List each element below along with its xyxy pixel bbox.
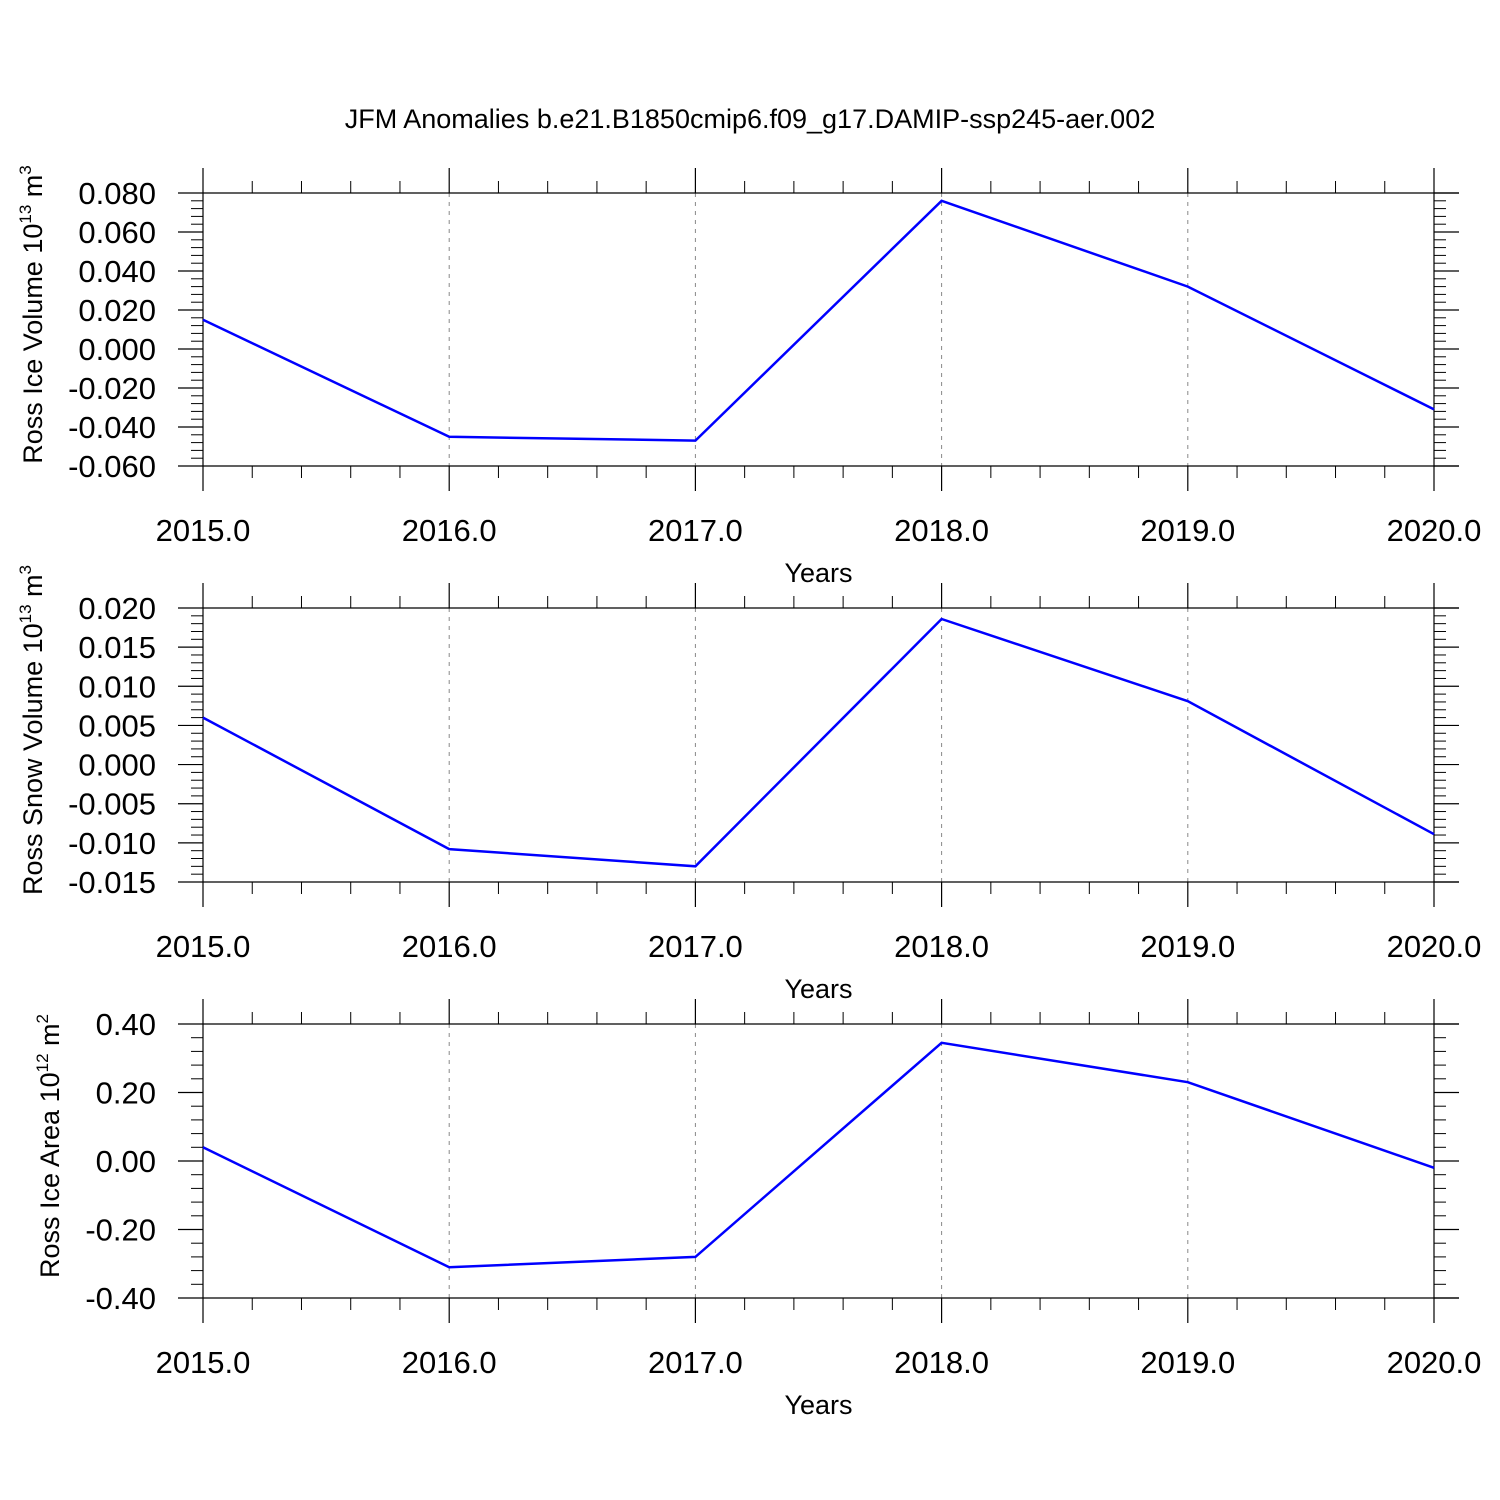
x-tick-label: 2019.0 <box>1140 1345 1235 1380</box>
y-tick-label: -0.20 <box>85 1213 156 1248</box>
panel-2: 2015.0 2016.0 2017.0 2018.0 2019.0 2020.0 0.02… <box>16 565 1481 1004</box>
x-tick-label: 2015.0 <box>156 513 251 548</box>
x-tick-label: 2019.0 <box>1140 513 1235 548</box>
x-tick-label: 2020.0 <box>1387 1345 1482 1380</box>
y-tick-label: 0.020 <box>78 591 156 626</box>
y-tick-label: -0.060 <box>68 449 156 484</box>
x-tick-label: 2017.0 <box>648 1345 743 1380</box>
y-axis-title-unit: m <box>35 1023 65 1053</box>
x-tick-label: 2015.0 <box>156 1345 251 1380</box>
y-tick-label: -0.010 <box>68 826 156 861</box>
y-tick-label: 0.005 <box>78 708 156 743</box>
y-axis-title-unit-exponent: 3 <box>16 565 35 574</box>
x-tick-label: 2018.0 <box>894 1345 989 1380</box>
x-axis-title: Years <box>784 558 852 588</box>
y-axis-title-unit-exponent: 2 <box>33 1014 52 1023</box>
x-tick-label: 2020.0 <box>1387 513 1482 548</box>
y-tick-label: 0.40 <box>96 1007 156 1042</box>
y-tick-label: 0.040 <box>78 254 156 289</box>
y-tick-label: 0.010 <box>78 669 156 704</box>
y-tick-label: -0.040 <box>68 410 156 445</box>
x-tick-label: 2016.0 <box>402 1345 497 1380</box>
panel-3: 2015.0 2016.0 2017.0 2018.0 2019.0 2020.0 0.40… <box>33 999 1481 1420</box>
y-tick-label: -0.015 <box>68 865 156 900</box>
y-axis-title: Ross Snow Volume 1013 m3 <box>16 565 48 895</box>
y-tick-label: 0.015 <box>78 630 156 665</box>
y-axis-title-unit-exponent: 3 <box>16 165 35 174</box>
x-tick-label: 2018.0 <box>894 513 989 548</box>
y-tick-label: 0.00 <box>96 1144 156 1179</box>
x-axis-title: Years <box>784 974 852 1004</box>
y-axis-title-exponent: 13 <box>16 205 35 224</box>
y-axis-title: Ross Ice Volume 1013 m3 <box>16 165 48 464</box>
y-tick-label: 0.020 <box>78 293 156 328</box>
series-line <box>202 617 1435 868</box>
x-tick-label: 2017.0 <box>648 929 743 964</box>
x-tick-label: 2020.0 <box>1387 929 1482 964</box>
y-axis-title: Ross Ice Area 1012 m2 <box>33 1014 65 1278</box>
y-tick-label: 0.000 <box>78 332 156 367</box>
y-axis-title-text: Ross Snow Volume 10 <box>18 623 48 895</box>
y-axis-title-text: Ross Ice Area 10 <box>35 1072 65 1278</box>
x-tick-label: 2019.0 <box>1140 929 1235 964</box>
y-axis-title-unit: m <box>18 574 48 604</box>
x-tick-label: 2018.0 <box>894 929 989 964</box>
chart-title: JFM Anomalies b.e21.B1850cmip6.f09_g17.D… <box>344 104 1156 134</box>
x-tick-label: 2016.0 <box>402 513 497 548</box>
y-tick-label: -0.020 <box>68 371 156 406</box>
y-tick-label: 0.000 <box>78 748 156 783</box>
x-tick-label: 2015.0 <box>156 929 251 964</box>
y-tick-label: 0.080 <box>78 176 156 211</box>
y-axis-title-text: Ross Ice Volume 10 <box>18 224 48 464</box>
x-tick-label: 2016.0 <box>402 929 497 964</box>
series-line <box>202 1041 1435 1269</box>
y-tick-label: -0.005 <box>68 787 156 822</box>
y-tick-label: -0.40 <box>85 1281 156 1316</box>
y-axis-title-exponent: 12 <box>33 1053 52 1072</box>
y-tick-label: 0.20 <box>96 1076 156 1111</box>
panel-1: 2015.0 2016.0 2017.0 2018.0 2019.0 2020.0 0.08… <box>16 165 1481 588</box>
y-axis-title-unit: m <box>18 175 48 205</box>
x-axis-title: Years <box>784 1390 852 1420</box>
x-tick-label: 2017.0 <box>648 513 743 548</box>
series-line <box>202 199 1435 442</box>
y-axis-title-exponent: 13 <box>16 604 35 623</box>
y-tick-label: 0.060 <box>78 215 156 250</box>
